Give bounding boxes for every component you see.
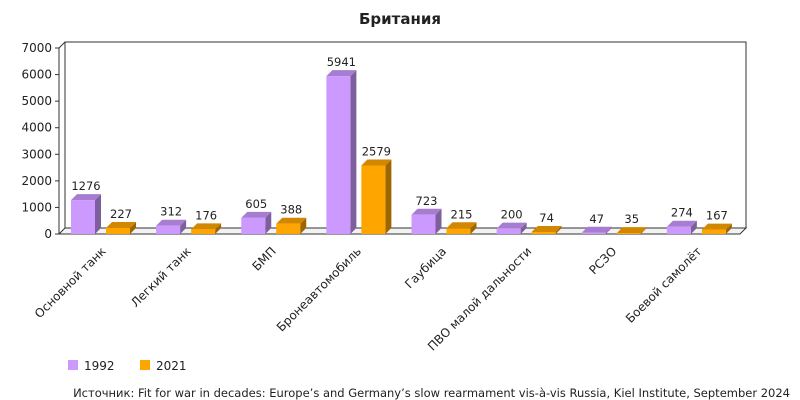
data-label: 1276 — [71, 179, 100, 193]
legend: 1992 2021 — [68, 359, 187, 373]
bar-2021-1 — [191, 223, 222, 234]
data-label: 2579 — [362, 144, 391, 158]
data-label: 312 — [160, 205, 182, 219]
y-axis: 0 1000 2000 3000 4000 5000 6000 7000 — [21, 41, 59, 241]
bar-2021-6 — [616, 227, 647, 234]
data-label: 47 — [589, 212, 604, 226]
legend-item-2021: 2021 — [140, 359, 187, 373]
data-label: 5941 — [327, 55, 356, 69]
data-label: 74 — [539, 211, 554, 225]
legend-label: 2021 — [156, 359, 187, 373]
data-labels: 1276 227 312 176 605 388 5941 2579 723 215 200 74 47… — [71, 55, 727, 226]
bar-1992-2 — [241, 211, 272, 234]
x-tick-label: Гаубица — [402, 244, 449, 291]
data-label: 388 — [280, 203, 302, 217]
bar-1992-0 — [71, 194, 101, 234]
bar-2021-5 — [531, 226, 562, 234]
x-tick-label: Легкий танк — [128, 244, 194, 310]
data-label: 215 — [451, 207, 473, 221]
x-tick-label: БМП — [249, 244, 278, 273]
bar-1992-5 — [496, 222, 527, 234]
legend-swatch — [68, 360, 78, 370]
frame-edge — [58, 41, 66, 49]
bar-2021-7 — [701, 223, 732, 234]
y-tick-label: 1000 — [21, 200, 52, 214]
y-tick-label: 6000 — [21, 68, 52, 82]
bar-1992-1 — [156, 219, 187, 234]
data-label: 605 — [245, 197, 267, 211]
y-tick-label: 5000 — [21, 94, 52, 108]
x-tick-label: РСЗО — [586, 244, 619, 277]
data-label: 167 — [706, 209, 728, 223]
bar-1992-6 — [581, 226, 612, 234]
legend-label: 1992 — [84, 359, 115, 373]
legend-swatch — [140, 360, 150, 370]
data-label: 200 — [501, 208, 523, 222]
source-note: Источник: Fit for war in decades: Europe… — [73, 386, 790, 400]
bar-1992-4 — [411, 208, 442, 234]
data-label: 227 — [110, 207, 132, 221]
chart-title: Британия — [359, 10, 441, 28]
x-tick-label: Боевой самолёт — [623, 244, 705, 326]
bar-2021-0 — [106, 221, 136, 234]
y-tick-label: 2000 — [21, 174, 52, 188]
legend-item-1992: 1992 — [68, 359, 115, 373]
plot-back-wall — [64, 41, 747, 229]
bars — [71, 70, 732, 234]
x-axis: Основной танк Легкий танк БМПБронеавтомоби… — [32, 244, 705, 353]
y-tick-label: 4000 — [21, 121, 52, 135]
data-label: 723 — [416, 194, 438, 208]
bar-2021-2 — [276, 217, 307, 234]
data-label: 274 — [671, 206, 693, 220]
bar-1992-3 — [326, 70, 357, 234]
data-label: 176 — [195, 208, 217, 222]
y-tick-label: 7000 — [21, 41, 52, 55]
bar-1992-7 — [666, 220, 697, 234]
y-tick-label: 3000 — [21, 147, 52, 161]
y-tick-label: 0 — [44, 227, 52, 241]
bar-2021-3 — [361, 159, 392, 234]
x-tick-label: Бронеавтомобиль — [274, 244, 364, 334]
bar-2021-4 — [446, 222, 477, 234]
data-label: 35 — [624, 212, 639, 226]
x-tick-label: Основной танк — [32, 244, 109, 321]
